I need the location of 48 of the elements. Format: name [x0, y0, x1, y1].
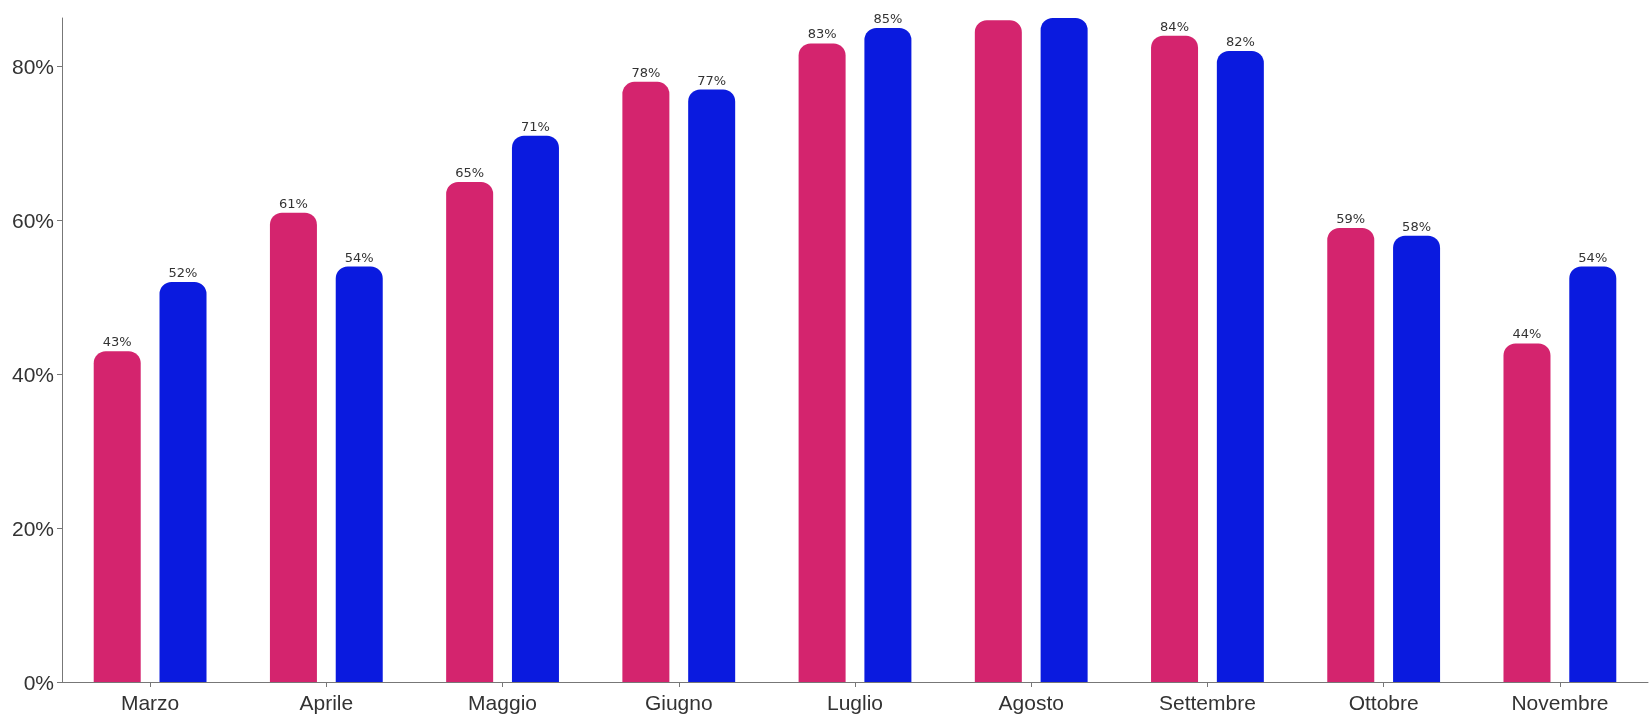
bar [93, 351, 141, 682]
x-tick-label: Maggio [468, 691, 537, 714]
data-label: 44% [1512, 326, 1542, 342]
data-label: 85% [873, 11, 903, 26]
bar [974, 20, 1022, 682]
bar [446, 181, 494, 682]
y-tick-label: 40% [11, 362, 54, 386]
bar [864, 28, 912, 682]
data-label: 84% [1160, 18, 1189, 34]
bar [335, 266, 383, 682]
x-tick-label: Marzo [120, 691, 180, 714]
bar [1393, 235, 1441, 682]
bar [159, 281, 207, 682]
x-tick-label: Settembre [1159, 691, 1256, 714]
data-label: 83% [807, 26, 837, 42]
data-label: 59% [1336, 211, 1366, 227]
data-label: 54% [1578, 249, 1608, 265]
data-label: 54% [344, 249, 374, 265]
bar [1569, 266, 1617, 682]
bar [688, 89, 736, 682]
x-tick-label: Giugno [644, 691, 713, 714]
data-label: 65% [455, 164, 485, 180]
bar [1040, 18, 1088, 682]
x-tick-label: Novembre [1511, 691, 1609, 714]
data-label: 78% [631, 64, 661, 80]
x-tick-label: Aprile [299, 691, 354, 714]
data-label: 58% [1402, 218, 1432, 234]
bar [269, 212, 317, 682]
x-tick-label: Luglio [826, 691, 884, 714]
bar [1327, 228, 1375, 682]
bar [511, 135, 559, 682]
data-label: 77% [697, 72, 727, 88]
data-label: 61% [278, 195, 308, 211]
bar [798, 43, 846, 682]
bar [1216, 51, 1264, 682]
data-label: 71% [521, 118, 550, 134]
y-tick-label: 0% [23, 670, 54, 694]
data-label: 52% [168, 264, 198, 280]
x-tick-label: Ottobre [1348, 691, 1419, 714]
y-tick-label: 20% [11, 516, 54, 540]
data-label: 43% [102, 334, 132, 350]
bar [622, 81, 670, 682]
y-tick-label: 80% [11, 54, 54, 78]
bar [1503, 343, 1551, 682]
y-tick-label: 60% [11, 208, 54, 232]
bar [1151, 35, 1199, 682]
data-label: 82% [1225, 34, 1255, 50]
x-tick-label: Agosto [998, 691, 1064, 714]
